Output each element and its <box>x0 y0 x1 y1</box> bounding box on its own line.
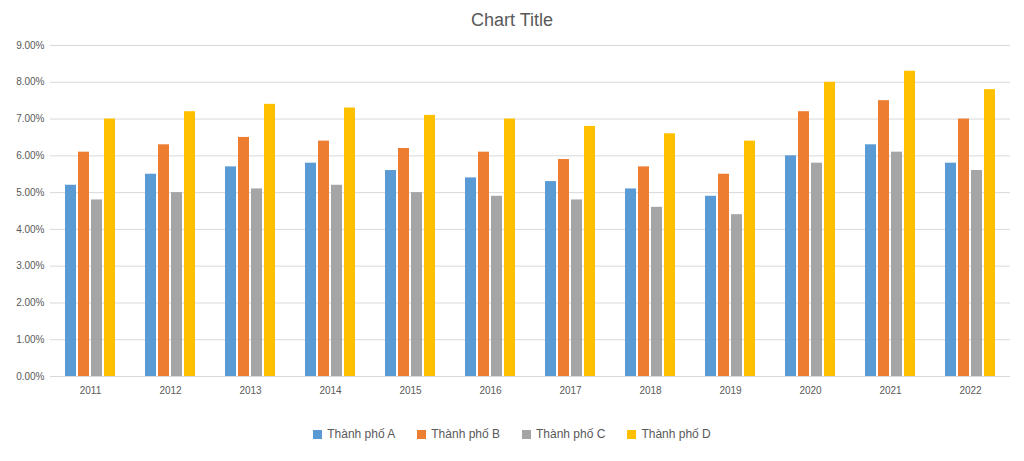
svg-text:2012: 2012 <box>159 385 182 396</box>
svg-text:2011: 2011 <box>80 385 102 396</box>
svg-text:2015: 2015 <box>399 385 422 396</box>
svg-text:9.00%: 9.00% <box>16 40 44 51</box>
html-text:Thành phố D: Thành phố D <box>641 427 711 441</box>
svg-text:5.00%: 5.00% <box>16 187 44 198</box>
svg-text:7.00%: 7.00% <box>16 113 44 124</box>
svg-text:2022: 2022 <box>959 385 982 396</box>
svg-text:2018: 2018 <box>639 385 662 396</box>
svg-text:2014: 2014 <box>319 385 342 396</box>
svg-text:2021: 2021 <box>879 385 902 396</box>
svg-text:2017: 2017 <box>559 385 582 396</box>
svg-text:4.00%: 4.00% <box>16 224 44 235</box>
svg-text:2019: 2019 <box>719 385 742 396</box>
svg-text:1.00%: 1.00% <box>16 334 44 345</box>
html-text:Thành phố B: Thành phố B <box>431 427 500 441</box>
html-text:Chart Title: Chart Title <box>471 10 553 30</box>
svg-text:3.00%: 3.00% <box>16 260 44 271</box>
svg-text:6.00%: 6.00% <box>16 150 44 161</box>
html-text:Thành phố C: Thành phố C <box>536 427 606 441</box>
svg-text:2013: 2013 <box>239 385 262 396</box>
svg-text:0.00%: 0.00% <box>16 371 44 382</box>
svg-text:2020: 2020 <box>799 385 822 396</box>
svg-text:8.00%: 8.00% <box>16 76 44 87</box>
svg-text:2.00%: 2.00% <box>16 297 44 308</box>
svg-text:2016: 2016 <box>479 385 502 396</box>
html-text:Thành phố A: Thành phố A <box>327 427 396 441</box>
